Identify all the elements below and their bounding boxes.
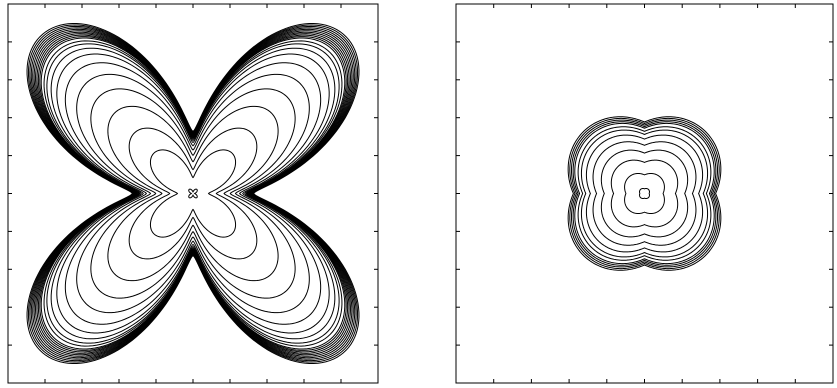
plot-frame <box>7 3 379 384</box>
contour-line <box>36 33 350 354</box>
contour-line <box>32 28 354 359</box>
contour-line <box>149 149 237 238</box>
contour-line <box>610 159 679 228</box>
contour-line <box>592 141 697 246</box>
contour-line <box>639 187 650 200</box>
contour-line <box>600 149 689 238</box>
contour-line <box>33 30 353 357</box>
contour-line <box>570 119 719 268</box>
contour-line <box>577 126 712 261</box>
contour-line <box>624 172 665 215</box>
contour-line <box>29 25 357 362</box>
contour-line <box>46 43 340 344</box>
contour-line <box>50 47 336 340</box>
contour-line <box>580 129 709 258</box>
contour-line <box>76 73 310 314</box>
contour-line <box>43 40 343 347</box>
contour-line <box>56 53 330 334</box>
contour-line <box>107 105 279 282</box>
contour-line <box>572 121 717 266</box>
contour-line <box>188 188 198 199</box>
contour-line <box>37 34 349 353</box>
contour-line <box>64 62 322 325</box>
contour-line <box>30 27 356 360</box>
contour-line <box>574 122 715 265</box>
contour-line <box>26 22 360 365</box>
contour-line <box>40 37 346 350</box>
contour-line <box>567 116 722 271</box>
contour-line <box>27 24 359 363</box>
plot-frame <box>455 3 834 384</box>
contour-line <box>35 31 351 356</box>
contour-line <box>569 117 720 270</box>
contour-line <box>128 127 258 260</box>
contour-line <box>90 88 296 299</box>
contour-line <box>585 134 704 253</box>
